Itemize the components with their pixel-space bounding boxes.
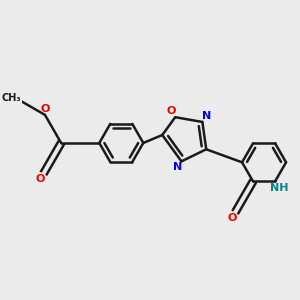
Text: O: O <box>36 174 45 184</box>
Text: CH₃: CH₃ <box>1 94 21 103</box>
Text: NH: NH <box>270 183 288 194</box>
Text: O: O <box>40 104 50 114</box>
Text: O: O <box>227 213 237 223</box>
Text: N: N <box>202 111 211 121</box>
Text: N: N <box>173 162 182 172</box>
Text: O: O <box>167 106 176 116</box>
